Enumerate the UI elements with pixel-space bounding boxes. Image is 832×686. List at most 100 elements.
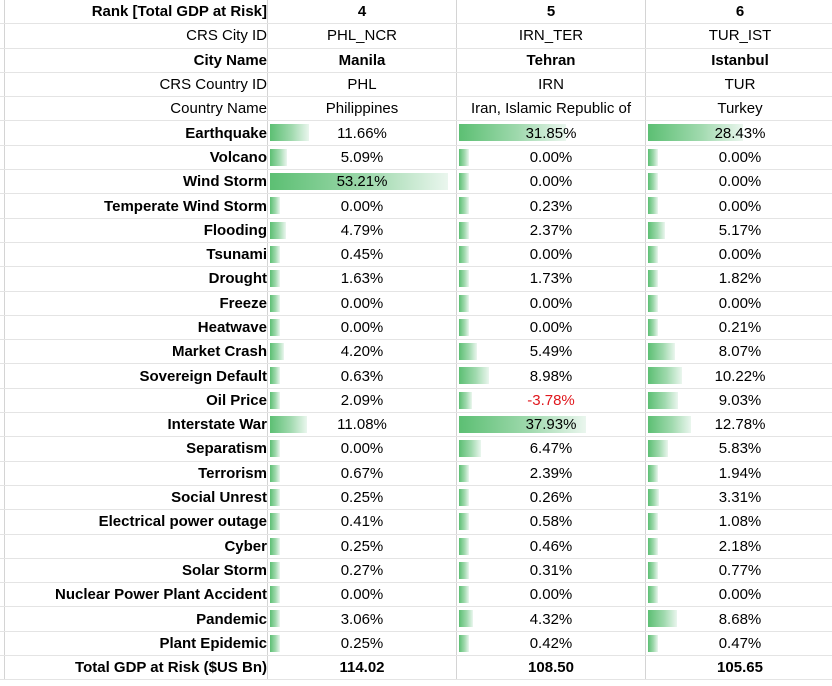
threat-label[interactable]: Cyber bbox=[4, 534, 268, 559]
threat-value-cell[interactable]: 53.21% bbox=[267, 169, 457, 195]
threat-value-cell[interactable]: 37.93% bbox=[456, 412, 646, 438]
threat-value-cell[interactable]: 2.39% bbox=[456, 461, 646, 486]
threat-label[interactable]: Interstate War bbox=[4, 412, 268, 438]
threat-value-cell[interactable]: 0.00% bbox=[267, 193, 457, 219]
threat-value-cell[interactable]: 31.85% bbox=[456, 120, 646, 146]
threat-label[interactable]: Electrical power outage bbox=[4, 509, 268, 535]
threat-label[interactable]: Tsunami bbox=[4, 242, 268, 268]
rank-cell[interactable]: 4 bbox=[267, 0, 457, 25]
threat-label[interactable]: Market Crash bbox=[4, 339, 268, 365]
city-name-cell[interactable]: Tehran bbox=[456, 48, 646, 73]
threat-value-cell[interactable]: 0.47% bbox=[645, 631, 832, 657]
threat-label[interactable]: Drought bbox=[4, 266, 268, 292]
threat-value-cell[interactable]: 6.47% bbox=[456, 436, 646, 462]
threat-value-cell[interactable]: 0.00% bbox=[267, 582, 457, 608]
country-id-label[interactable]: CRS Country ID bbox=[4, 72, 268, 98]
rank-cell[interactable]: 5 bbox=[456, 0, 646, 25]
threat-value-cell[interactable]: 11.08% bbox=[267, 412, 457, 438]
total-value-cell[interactable]: 105.65 bbox=[645, 655, 832, 681]
city-id-label[interactable]: CRS City ID bbox=[4, 23, 268, 49]
threat-value-cell[interactable]: 0.00% bbox=[456, 582, 646, 608]
threat-value-cell[interactable]: 12.78% bbox=[645, 412, 832, 438]
threat-value-cell[interactable]: 0.00% bbox=[645, 193, 832, 219]
threat-label[interactable]: Wind Storm bbox=[4, 169, 268, 195]
threat-label[interactable]: Pandemic bbox=[4, 606, 268, 632]
city-name-cell[interactable]: Manila bbox=[267, 48, 457, 73]
threat-value-cell[interactable]: 0.25% bbox=[267, 631, 457, 657]
threat-value-cell[interactable]: 0.31% bbox=[456, 558, 646, 584]
threat-value-cell[interactable]: 0.00% bbox=[267, 315, 457, 341]
threat-value-cell[interactable]: 0.00% bbox=[645, 291, 832, 316]
threat-value-cell[interactable]: 0.46% bbox=[456, 534, 646, 559]
threat-value-cell[interactable]: 5.49% bbox=[456, 339, 646, 365]
threat-value-cell[interactable]: 8.07% bbox=[645, 339, 832, 365]
threat-value-cell[interactable]: 4.79% bbox=[267, 218, 457, 243]
threat-value-cell[interactable]: 1.08% bbox=[645, 509, 832, 535]
threat-value-cell[interactable]: -3.78% bbox=[456, 388, 646, 414]
country-id-cell[interactable]: TUR bbox=[645, 72, 832, 98]
threat-value-cell[interactable]: 0.00% bbox=[645, 145, 832, 171]
threat-value-cell[interactable]: 0.00% bbox=[456, 291, 646, 316]
threat-value-cell[interactable]: 4.32% bbox=[456, 606, 646, 632]
threat-value-cell[interactable]: 0.00% bbox=[456, 315, 646, 341]
threat-value-cell[interactable]: 5.83% bbox=[645, 436, 832, 462]
total-value-cell[interactable]: 108.50 bbox=[456, 655, 646, 681]
threat-value-cell[interactable]: 1.94% bbox=[645, 461, 832, 486]
threat-value-cell[interactable]: 0.63% bbox=[267, 363, 457, 389]
threat-value-cell[interactable]: 0.00% bbox=[456, 145, 646, 171]
threat-value-cell[interactable]: 0.21% bbox=[645, 315, 832, 341]
threat-label[interactable]: Flooding bbox=[4, 218, 268, 243]
threat-value-cell[interactable]: 3.31% bbox=[645, 485, 832, 511]
threat-value-cell[interactable]: 0.41% bbox=[267, 509, 457, 535]
threat-value-cell[interactable]: 0.00% bbox=[645, 169, 832, 195]
threat-value-cell[interactable]: 2.09% bbox=[267, 388, 457, 414]
country-id-cell[interactable]: IRN bbox=[456, 72, 646, 98]
threat-label[interactable]: Heatwave bbox=[4, 315, 268, 341]
threat-value-cell[interactable]: 3.06% bbox=[267, 606, 457, 632]
city-name-label[interactable]: City Name bbox=[4, 48, 268, 73]
threat-value-cell[interactable]: 0.00% bbox=[456, 169, 646, 195]
threat-value-cell[interactable]: 1.63% bbox=[267, 266, 457, 292]
threat-value-cell[interactable]: 5.17% bbox=[645, 218, 832, 243]
threat-value-cell[interactable]: 0.26% bbox=[456, 485, 646, 511]
threat-value-cell[interactable]: 0.00% bbox=[645, 242, 832, 268]
threat-label[interactable]: Temperate Wind Storm bbox=[4, 193, 268, 219]
country-name-cell[interactable]: Turkey bbox=[645, 96, 832, 122]
threat-value-cell[interactable]: 8.68% bbox=[645, 606, 832, 632]
threat-label[interactable]: Earthquake bbox=[4, 120, 268, 146]
threat-value-cell[interactable]: 8.98% bbox=[456, 363, 646, 389]
threat-value-cell[interactable]: 10.22% bbox=[645, 363, 832, 389]
rank-label[interactable]: Rank [Total GDP at Risk] bbox=[4, 0, 268, 25]
country-id-cell[interactable]: PHL bbox=[267, 72, 457, 98]
threat-value-cell[interactable]: 0.67% bbox=[267, 461, 457, 486]
threat-label[interactable]: Plant Epidemic bbox=[4, 631, 268, 657]
threat-label[interactable]: Sovereign Default bbox=[4, 363, 268, 389]
threat-value-cell[interactable]: 0.00% bbox=[456, 242, 646, 268]
threat-value-cell[interactable]: 0.00% bbox=[267, 436, 457, 462]
threat-value-cell[interactable]: 11.66% bbox=[267, 120, 457, 146]
threat-label[interactable]: Separatism bbox=[4, 436, 268, 462]
city-id-cell[interactable]: IRN_TER bbox=[456, 23, 646, 49]
threat-value-cell[interactable]: 0.00% bbox=[645, 582, 832, 608]
threat-label[interactable]: Social Unrest bbox=[4, 485, 268, 511]
threat-value-cell[interactable]: 2.37% bbox=[456, 218, 646, 243]
threat-label[interactable]: Volcano bbox=[4, 145, 268, 171]
threat-value-cell[interactable]: 0.58% bbox=[456, 509, 646, 535]
total-label[interactable]: Total GDP at Risk ($US Bn) bbox=[4, 655, 268, 681]
threat-label[interactable]: Freeze bbox=[4, 291, 268, 316]
threat-value-cell[interactable]: 9.03% bbox=[645, 388, 832, 414]
threat-label[interactable]: Solar Storm bbox=[4, 558, 268, 584]
city-id-cell[interactable]: TUR_IST bbox=[645, 23, 832, 49]
threat-value-cell[interactable]: 0.00% bbox=[267, 291, 457, 316]
threat-value-cell[interactable]: 4.20% bbox=[267, 339, 457, 365]
threat-label[interactable]: Oil Price bbox=[4, 388, 268, 414]
threat-value-cell[interactable]: 5.09% bbox=[267, 145, 457, 171]
threat-value-cell[interactable]: 0.42% bbox=[456, 631, 646, 657]
threat-label[interactable]: Nuclear Power Plant Accident bbox=[4, 582, 268, 608]
threat-label[interactable]: Terrorism bbox=[4, 461, 268, 486]
threat-value-cell[interactable]: 28.43% bbox=[645, 120, 832, 146]
country-name-cell[interactable]: Philippines bbox=[267, 96, 457, 122]
threat-value-cell[interactable]: 0.23% bbox=[456, 193, 646, 219]
city-name-cell[interactable]: Istanbul bbox=[645, 48, 832, 73]
threat-value-cell[interactable]: 1.73% bbox=[456, 266, 646, 292]
